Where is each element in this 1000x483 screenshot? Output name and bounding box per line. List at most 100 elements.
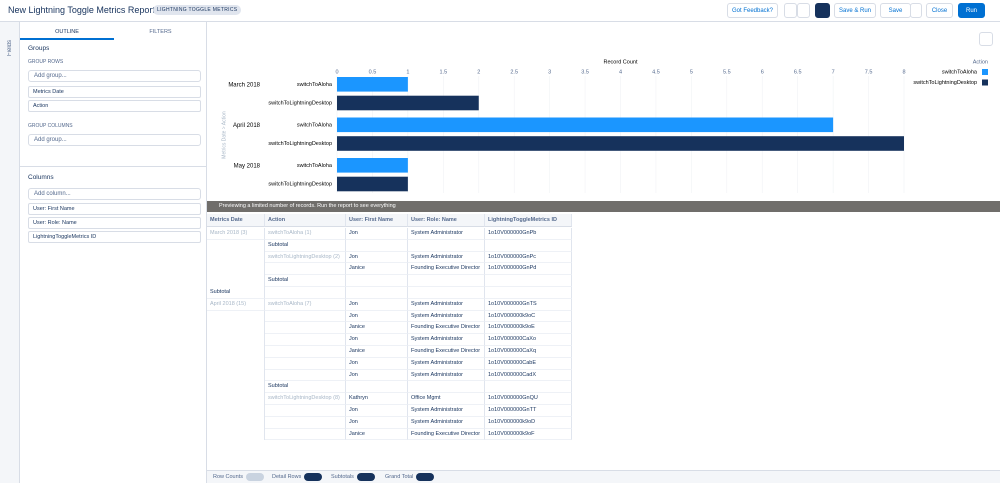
column-header[interactable]: Metrics Date	[207, 214, 265, 227]
x-tick-label: 0.5	[369, 69, 377, 75]
column-pill[interactable]: User: First Name	[28, 203, 201, 215]
column-header[interactable]: Action	[265, 214, 346, 227]
bar-label: switchToLightningDesktop	[268, 141, 332, 147]
toggle-label: Grand Total	[385, 474, 414, 480]
table-cell: Subtotal	[265, 239, 346, 252]
table-cell: 1o10V000000GnPd	[485, 263, 572, 276]
table-cell: Founding Executive Director	[408, 346, 485, 358]
table-cell: Jon	[346, 416, 408, 429]
table-cell: System Administrator	[408, 334, 485, 346]
table-cell	[485, 287, 572, 299]
x-tick-label: 4	[619, 69, 622, 75]
x-tick-label: 7.5	[865, 69, 873, 75]
table-cell	[408, 275, 485, 287]
table-cell	[207, 346, 265, 358]
undo-button[interactable]	[784, 3, 797, 18]
divider	[20, 166, 207, 167]
filters-tab[interactable]: FILTERS	[149, 29, 172, 35]
column-pill[interactable]: LightningToggleMetrics ID	[28, 231, 201, 243]
toggle-switch[interactable]	[245, 473, 264, 481]
header-button[interactable]: Close	[926, 3, 953, 18]
table-cell: Founding Executive Director	[408, 263, 485, 276]
table-cell: 1o10V000000GnTT	[485, 405, 572, 417]
table-cell	[207, 263, 265, 276]
table-cell: 1o10V000000CadX	[485, 369, 572, 382]
outline-tab[interactable]: OUTLINE	[20, 26, 114, 40]
table-cell: Jon	[346, 334, 408, 346]
table-cell: April 2018 (15)	[207, 298, 265, 311]
x-tick-label: 4.5	[652, 69, 660, 75]
table-cell: Jon	[346, 357, 408, 370]
header-button[interactable]: Save	[880, 3, 911, 18]
table-cell: System Administrator	[408, 405, 485, 417]
groups-title: Groups	[28, 45, 50, 52]
group-label: May 2018	[234, 164, 261, 170]
add-column-input[interactable]: Add column...	[28, 188, 201, 200]
header-button[interactable]: Got Feedback?	[727, 3, 778, 18]
table-cell	[485, 275, 572, 287]
refresh-button[interactable]	[815, 3, 830, 18]
table-cell: 1o10V000000k9oD	[485, 416, 572, 429]
header-button[interactable]: Save & Run	[834, 3, 876, 18]
chart-settings-button[interactable]	[979, 32, 993, 46]
table-cell	[265, 369, 346, 382]
group-row-pill[interactable]: Action	[28, 100, 201, 112]
table-cell	[207, 405, 265, 417]
table-cell: 1o10V000000CaXq	[485, 346, 572, 358]
table-cell	[346, 239, 408, 252]
columns-title: Columns	[28, 174, 54, 181]
column-header[interactable]: User: First Name	[346, 214, 408, 227]
table-cell	[408, 381, 485, 394]
table-cell	[265, 346, 346, 358]
table-cell	[485, 239, 572, 252]
column-header[interactable]: User: Role: Name	[408, 214, 485, 227]
group-label: April 2018	[233, 123, 261, 129]
table-cell: Jon	[346, 405, 408, 417]
header-button[interactable]: Run	[958, 3, 985, 18]
table-cell: switchToAloha (7)	[265, 298, 346, 311]
legend-label: switchToAloha	[942, 69, 978, 75]
toggle-switch[interactable]	[356, 473, 375, 481]
add-group-input[interactable]: Add group...	[28, 70, 201, 82]
table-cell	[207, 251, 265, 264]
y-axis-title: Metrics Date > Action	[221, 111, 227, 159]
table-cell	[207, 428, 265, 441]
table-cell	[265, 416, 346, 429]
table-cell	[207, 275, 265, 287]
table-cell	[265, 322, 346, 335]
column-pill[interactable]: User: Role: Name	[28, 217, 201, 229]
bar	[337, 95, 479, 111]
x-tick-label: 2	[477, 69, 480, 75]
table-cell: Founding Executive Director	[408, 322, 485, 335]
table-cell: Subtotal	[207, 287, 265, 299]
x-tick-label: 5.5	[723, 69, 731, 75]
table-cell	[207, 369, 265, 382]
table-cell: 1o10V000000k9oF	[485, 428, 572, 441]
redo-button[interactable]	[797, 3, 810, 18]
fields-tab[interactable]: Fields	[7, 40, 13, 57]
preview-banner: Previewing a limited number of records. …	[207, 201, 1000, 212]
bar-label: switchToLightningDesktop	[268, 181, 332, 187]
x-tick-label: 6	[761, 69, 764, 75]
table-cell: switchToLightningDesktop (2)	[265, 251, 346, 264]
table-cell: Jon	[346, 228, 408, 240]
table-cell: Janice	[346, 346, 408, 358]
save-dropdown[interactable]	[910, 3, 922, 18]
table-cell	[207, 310, 265, 323]
column-header[interactable]: LightningToggleMetrics ID	[485, 214, 572, 227]
table-cell	[346, 287, 408, 299]
toggle-switch[interactable]	[416, 473, 435, 481]
add-group-column-input[interactable]: Add group...	[28, 134, 201, 146]
footer-bar	[207, 470, 1000, 483]
toggle-switch[interactable]	[304, 473, 323, 481]
x-tick-label: 3	[548, 69, 551, 75]
table-cell: Jon	[346, 251, 408, 264]
x-tick-label: 3.5	[581, 69, 589, 75]
table-cell: 1o10V000000k9oE	[485, 322, 572, 335]
table-cell	[265, 263, 346, 276]
bar-label: switchToAloha	[297, 82, 333, 88]
group-label: March 2018	[228, 83, 260, 89]
group-row-pill[interactable]: Metrics Date	[28, 86, 201, 98]
table-cell: Jon	[346, 369, 408, 382]
